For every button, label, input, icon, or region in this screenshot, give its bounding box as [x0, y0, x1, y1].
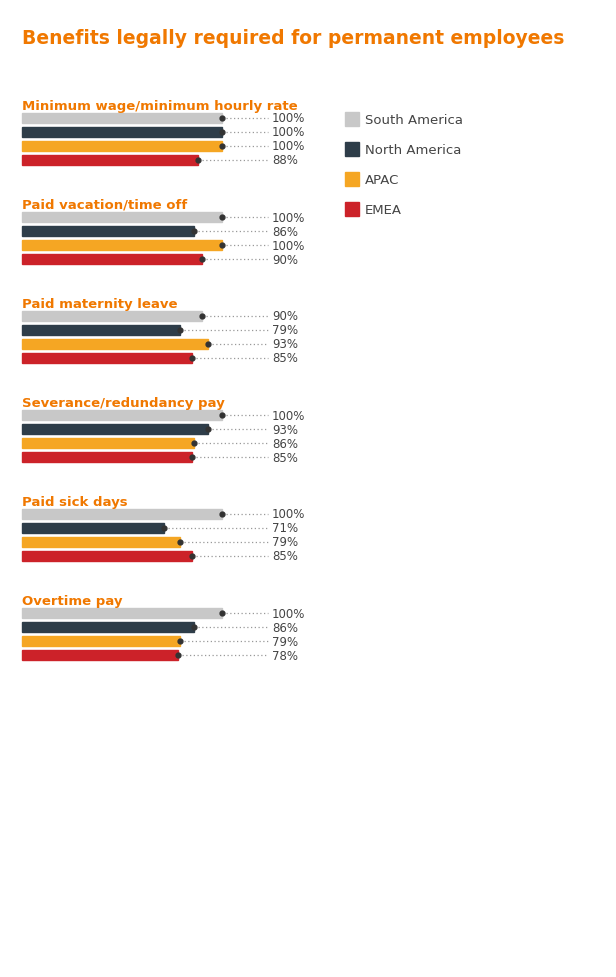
Bar: [22, 128, 222, 138]
Text: Overtime pay: Overtime pay: [22, 594, 123, 608]
Text: 100%: 100%: [272, 112, 306, 125]
Text: 100%: 100%: [272, 409, 306, 422]
Bar: [22, 439, 194, 448]
Text: North America: North America: [365, 144, 461, 156]
Bar: [345, 203, 359, 217]
Bar: [22, 227, 194, 236]
Text: Paid vacation/time off: Paid vacation/time off: [22, 198, 187, 212]
Text: 86%: 86%: [272, 226, 298, 238]
Bar: [22, 312, 202, 321]
Text: 85%: 85%: [272, 451, 298, 464]
Bar: [345, 143, 359, 157]
Bar: [22, 551, 192, 562]
Bar: [345, 173, 359, 187]
Bar: [22, 524, 164, 533]
Text: South America: South America: [365, 113, 463, 126]
Text: APAC: APAC: [365, 173, 399, 187]
Bar: [22, 410, 222, 420]
Text: 100%: 100%: [272, 126, 306, 140]
Text: 86%: 86%: [272, 437, 298, 450]
Bar: [22, 354, 192, 363]
Bar: [22, 452, 192, 462]
Text: 85%: 85%: [272, 550, 298, 563]
Text: 93%: 93%: [272, 423, 298, 436]
Bar: [22, 156, 198, 166]
Bar: [22, 636, 180, 647]
Text: Benefits legally required for permanent employees: Benefits legally required for permanent …: [22, 28, 564, 48]
Text: 79%: 79%: [272, 324, 298, 337]
Text: EMEA: EMEA: [365, 203, 402, 216]
Text: 100%: 100%: [272, 239, 306, 252]
Bar: [22, 651, 178, 660]
Bar: [22, 340, 208, 350]
Text: 100%: 100%: [272, 607, 306, 619]
Text: Paid maternity leave: Paid maternity leave: [22, 298, 177, 311]
Text: 78%: 78%: [272, 649, 298, 661]
Text: 90%: 90%: [272, 310, 298, 323]
Bar: [22, 142, 222, 151]
Text: 88%: 88%: [272, 154, 298, 167]
Text: 79%: 79%: [272, 635, 298, 648]
Text: 85%: 85%: [272, 352, 298, 365]
Bar: [22, 255, 202, 265]
Bar: [22, 509, 222, 520]
Bar: [22, 240, 222, 251]
Bar: [22, 425, 208, 435]
Bar: [22, 537, 180, 547]
Text: 100%: 100%: [272, 141, 306, 153]
Text: 100%: 100%: [272, 508, 306, 521]
Text: 71%: 71%: [272, 522, 298, 535]
Text: Minimum wage/minimum hourly rate: Minimum wage/minimum hourly rate: [22, 100, 298, 113]
Bar: [22, 609, 222, 618]
Text: Severance/redundancy pay: Severance/redundancy pay: [22, 397, 225, 409]
Text: Paid sick days: Paid sick days: [22, 495, 128, 508]
Bar: [22, 622, 194, 632]
Bar: [22, 325, 180, 336]
Text: 100%: 100%: [272, 211, 306, 225]
Bar: [22, 114, 222, 124]
Bar: [345, 113, 359, 127]
Text: 86%: 86%: [272, 620, 298, 634]
Text: 90%: 90%: [272, 253, 298, 266]
Bar: [22, 213, 222, 223]
Text: 93%: 93%: [272, 338, 298, 351]
Text: 79%: 79%: [272, 536, 298, 549]
